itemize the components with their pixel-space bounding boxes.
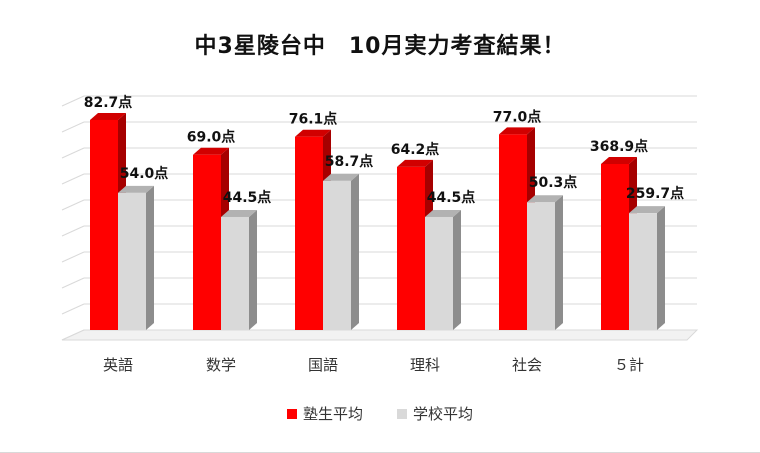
bar-juku: [90, 119, 118, 330]
bar-juku: [397, 166, 425, 330]
data-label-school: 44.5点: [427, 189, 476, 206]
chart-title: 中3星陵台中 10月実力考査結果！: [194, 34, 566, 59]
bar-juku-top: [499, 127, 535, 135]
bar-school-top: [118, 185, 154, 193]
grid-line-side: [61, 251, 85, 263]
legend-item-juku: 塾生平均: [286, 403, 363, 424]
grid-line-side: [61, 121, 85, 133]
bar-school: [221, 216, 249, 330]
bar-school-top: [323, 173, 359, 181]
data-label-juku: 64.2点: [391, 141, 440, 158]
bar-school-side: [657, 206, 665, 330]
legend-label-juku: 塾生平均: [302, 405, 363, 423]
category-label: ５計: [614, 356, 644, 374]
data-label-school: 259.7点: [626, 185, 684, 202]
legend-swatch-school: [397, 408, 407, 419]
category-label: 数学: [206, 356, 236, 374]
legend-swatch-juku: [286, 408, 297, 419]
grid-line-side: [61, 225, 85, 237]
data-label-juku: 77.0点: [493, 108, 542, 125]
bar-school-side: [249, 209, 257, 330]
bar-juku: [295, 136, 323, 330]
data-label-school: 54.0点: [120, 165, 169, 182]
chart-legend: 塾生平均 学校平均: [0, 403, 760, 424]
data-label-juku: 368.9点: [590, 138, 648, 155]
bar-school-top: [629, 206, 665, 214]
data-label-juku: 76.1点: [289, 111, 338, 128]
bar-school-top: [425, 209, 461, 217]
data-label-school: 44.5点: [223, 189, 272, 206]
legend-item-school: 学校平均: [397, 403, 473, 424]
bar-school: [425, 216, 453, 330]
data-label-juku: 82.7点: [84, 94, 133, 111]
legend-label-school: 学校平均: [413, 405, 474, 423]
data-label-school: 50.3点: [529, 174, 578, 191]
grid-line-side: [61, 147, 85, 159]
bar-school-side: [351, 173, 359, 330]
bar-school-side: [453, 209, 461, 330]
grid-line-side: [61, 173, 85, 185]
bar-school: [323, 180, 351, 330]
bar-school: [118, 192, 146, 330]
grid-line-side: [61, 303, 85, 315]
bar-juku-top: [397, 159, 433, 167]
bar-school-top: [527, 195, 563, 203]
bar-juku-top: [90, 112, 126, 120]
category-label: 理科: [410, 356, 440, 374]
grid-line-side: [61, 277, 85, 289]
data-label-juku: 69.0点: [187, 129, 236, 146]
bar-juku-top: [295, 129, 331, 137]
bar-school-top: [221, 209, 257, 217]
bar-juku-top: [601, 156, 637, 164]
bar-school: [527, 202, 555, 330]
bar-juku-top: [193, 147, 229, 155]
bar-school: [629, 213, 657, 330]
chart-floor: [61, 329, 699, 341]
category-label: 国語: [308, 356, 338, 374]
bar-juku: [499, 134, 527, 330]
category-label: 英語: [103, 356, 133, 374]
bar-school-side: [146, 185, 154, 330]
bar-juku: [193, 154, 221, 330]
category-label: 社会: [512, 356, 542, 374]
bar-juku: [601, 163, 629, 330]
grid-line-side: [61, 199, 85, 211]
bar-school-side: [555, 195, 563, 330]
grid-line-side: [61, 95, 85, 107]
data-label-school: 58.7点: [325, 153, 374, 170]
